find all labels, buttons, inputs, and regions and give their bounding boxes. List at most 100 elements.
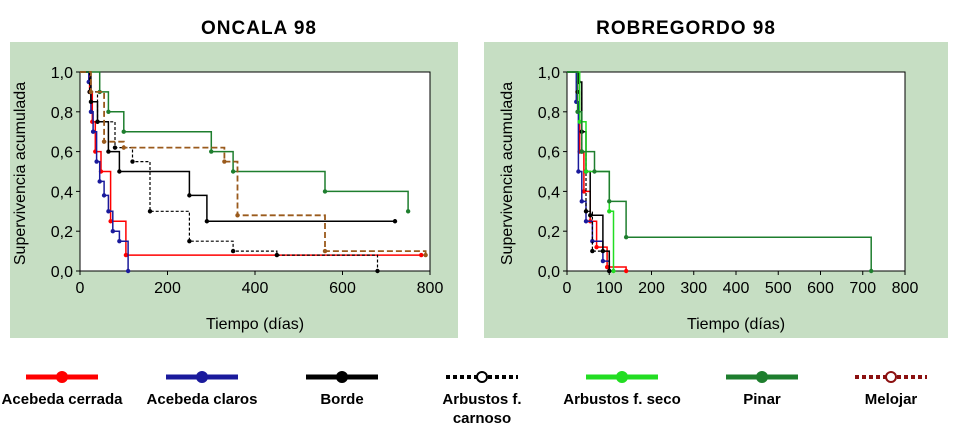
series-point-navy (125, 268, 131, 274)
series-point-dkgreen (405, 209, 411, 214)
series-point-navy (90, 129, 96, 134)
legend-swatch-marker (196, 371, 208, 383)
series-point-dkgreen (230, 169, 236, 174)
x-tick-label: 500 (765, 280, 792, 297)
series-line-dotblack-robregordo (567, 71, 610, 271)
series-point-navy (117, 238, 122, 244)
legend-swatch-pinar (726, 371, 798, 383)
series-point-dkgreen (592, 169, 597, 174)
legend-swatch-acebeda-claros (166, 371, 238, 383)
legend-swatch-marker (616, 371, 628, 383)
legend-item-acebeda-cerrada: Acebeda cerrada (0, 370, 127, 409)
series-point-brown (235, 213, 240, 218)
legend-label: Acebeda claros (146, 391, 258, 408)
series-point-dotblack (583, 209, 589, 214)
legend-swatch-arbustos-carnoso (446, 371, 518, 383)
series-point-dkgreen (209, 149, 214, 154)
x-tick-label: 400 (723, 280, 750, 297)
series-point-dotblack (590, 248, 595, 254)
series-point-dkgreen (106, 109, 111, 115)
x-tick-label: 0 (76, 280, 85, 297)
x-tick-label: 600 (807, 280, 834, 297)
series-point-navy (590, 238, 595, 244)
x-axis-label-robregordo: Tiempo (días) (687, 316, 785, 333)
y-tick-label: 0,4 (538, 184, 560, 201)
x-tick-label: 800 (417, 280, 444, 297)
legend-item-pinar: Pinar (697, 370, 827, 409)
series-point-navy (110, 229, 116, 234)
chart-title-oncala: ONCALA 98 (201, 18, 317, 39)
series-point-red (623, 268, 629, 274)
y-tick-label: 0,4 (51, 184, 73, 201)
series-point-dkgreen (121, 129, 126, 134)
series-point-black (106, 149, 111, 154)
series-point-navy (106, 209, 111, 214)
charts-canvas: 0,0 0,2 0,4 0,6 0,8 1,0 0 200 400 600 800 Tiempo (d… (10, 42, 948, 338)
series-point-brown (88, 89, 94, 95)
series-point-navy (101, 193, 107, 198)
series-point-red (123, 252, 129, 258)
series-point-brown (322, 248, 328, 254)
series-point-navy (88, 109, 94, 115)
x-axis-label-oncala: Tiempo (días) (206, 316, 304, 333)
series-point-dkgreen (869, 268, 874, 274)
y-axis-label-oncala: Supervivencia acumulada (12, 82, 29, 265)
series-point-green (607, 209, 612, 214)
y-tick-label: 1,0 (51, 65, 73, 82)
series-point-black (392, 219, 398, 224)
legend-swatch-marker (476, 371, 488, 383)
x-tick-label: 400 (242, 280, 269, 297)
series-point-brown (101, 139, 107, 144)
legend-item-acebeda-claros: Acebeda claros (137, 370, 267, 409)
legend-swatch-borde (306, 371, 378, 383)
series-point-green (611, 268, 616, 274)
series-point-navy (97, 179, 102, 184)
legend-swatch-acebeda-cerrada (26, 371, 98, 383)
series-point-brown (222, 159, 227, 164)
series-point-dotblack (375, 268, 380, 274)
series-point-navy (94, 159, 99, 164)
legend-label: Borde (320, 391, 364, 408)
series-point-black (588, 213, 593, 218)
legend-item-melojar: Melojar (826, 370, 956, 409)
legend-label: Pinar (743, 391, 781, 408)
series-point-black (204, 219, 210, 224)
series-point-dotblack (112, 145, 118, 150)
legend-swatch-arbustos-seco (586, 371, 658, 383)
plot-area-robregordo (566, 71, 906, 272)
series-point-dotblack (607, 268, 612, 274)
y-tick-label: 0,6 (51, 145, 73, 162)
series-point-navy (600, 258, 606, 264)
series-point-dotblack (95, 119, 100, 124)
series-point-dotblack (147, 209, 153, 214)
series-point-dkgreen (579, 149, 584, 154)
legend-item-arbustos-seco: Arbustos f. seco (557, 370, 687, 409)
y-tick-label: 0,0 (51, 264, 73, 281)
y-tick-label: 0,8 (51, 105, 73, 122)
legend-item-arbustos-carnoso: Arbustos f. carnoso (417, 370, 547, 428)
series-point-dotblack (274, 252, 280, 258)
y-tick-label: 0,2 (51, 224, 73, 241)
series-point-green (583, 169, 589, 174)
series-point-green (577, 119, 582, 124)
series-line-dkgreen-oncala (80, 71, 409, 212)
legend-swatch-marker (336, 371, 348, 383)
series-point-dkgreen (623, 234, 629, 240)
x-tick-label: 200 (638, 280, 665, 297)
series-point-navy (579, 199, 584, 204)
y-tick-label: 0,8 (538, 105, 560, 122)
series-point-black (88, 99, 94, 105)
series-point-black (117, 169, 122, 174)
legend-label: Arbustos f. seco (563, 391, 681, 408)
legend-label: Acebeda cerrada (1, 391, 123, 408)
y-tick-label: 0,0 (538, 264, 560, 281)
series-point-red (108, 219, 113, 224)
x-tick-label: 300 (680, 280, 707, 297)
legend-label: Arbustos f. carnoso (442, 391, 522, 427)
legend-swatch-marker (56, 371, 68, 383)
legend-item-borde: Borde (277, 370, 407, 409)
series-point-dotblack (187, 238, 192, 244)
x-tick-label: 100 (596, 280, 623, 297)
x-tick-label: 0 (563, 280, 572, 297)
series-point-dotblack (230, 248, 236, 254)
